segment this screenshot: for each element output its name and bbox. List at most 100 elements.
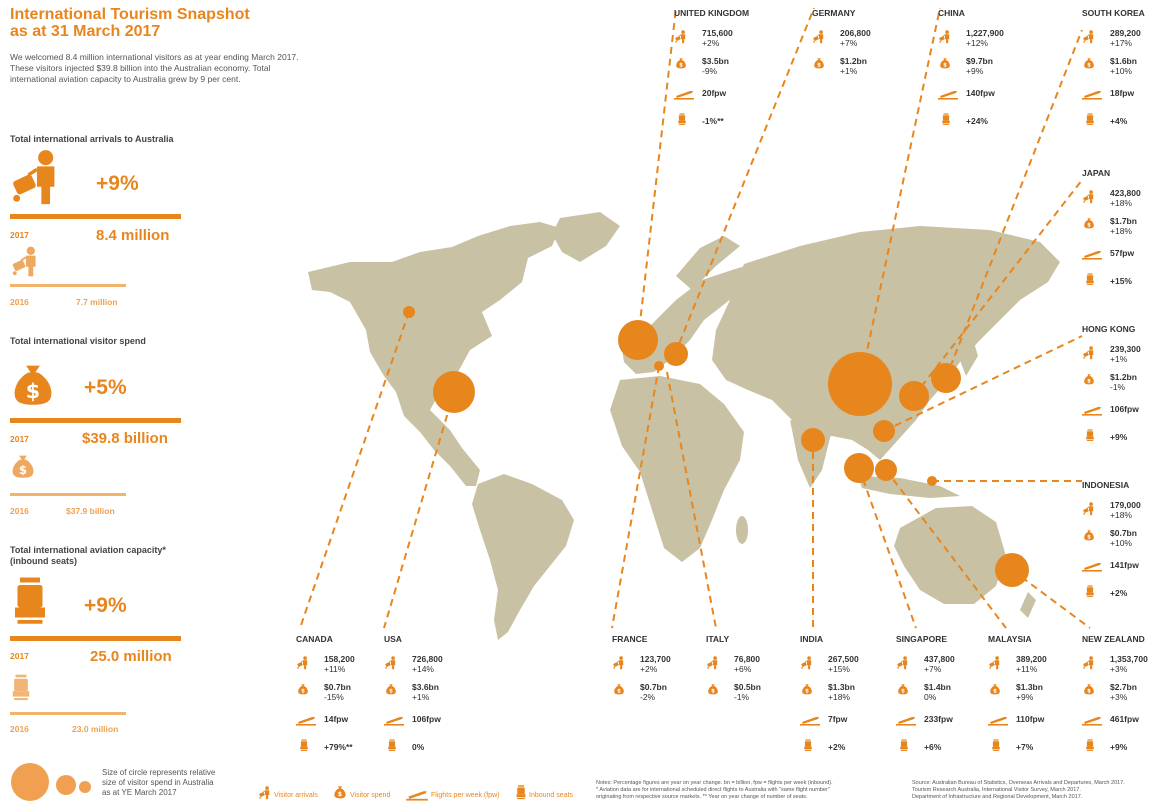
- sources: Source: Australian Bureau of Statistics,…: [912, 780, 1125, 800]
- country-name: CANADA: [296, 634, 333, 644]
- seats-icon: [1085, 428, 1095, 442]
- capacity-value-prev: 23.0 million: [72, 724, 119, 734]
- spend-stat: $0.7bn -15%: [324, 682, 351, 702]
- flights-stat: 141fpw: [1110, 560, 1139, 570]
- spend-stat: $0.5bn -1%: [734, 682, 761, 702]
- flights-icon: [1082, 560, 1102, 572]
- capacity-heading-line1: Total international aviation capacity*: [10, 545, 166, 555]
- country-panel-india: INDIA 267,500 +15% $1.3bn +18% 7fpw +2%: [800, 634, 882, 764]
- seats-icon: [1085, 584, 1095, 598]
- spend-year-prev: 2016: [10, 506, 29, 516]
- country-panel-usa: USA 726,800 +14% $3.6bn +1% 106fpw 0%: [384, 634, 466, 764]
- flights-icon: [988, 714, 1008, 726]
- spend-stat: $3.5bn -9%: [702, 56, 729, 76]
- arrivals-icon: [384, 656, 398, 670]
- spend-stat: $0.7bn +10%: [1110, 528, 1137, 548]
- arrivals-stat: 239,300 +1%: [1110, 344, 1141, 364]
- spend-icon: [297, 682, 309, 696]
- country-name: ITALY: [706, 634, 730, 644]
- arrivals-icon: [938, 30, 952, 44]
- arrivals-icon: [612, 656, 626, 670]
- spend-icon: [1083, 528, 1095, 542]
- flights-stat: 233fpw: [924, 714, 953, 724]
- arrivals-icon: [1082, 190, 1096, 204]
- flights-stat: 461fpw: [1110, 714, 1139, 724]
- country-name: JAPAN: [1082, 168, 1111, 178]
- country-panel-indonesia: INDONESIA 179,000 +18% $0.7bn +10% 141fpw +2%: [1082, 480, 1164, 610]
- country-panel-hong-kong: HONG KONG 239,300 +1% $1.2bn -1% 106fpw +9%: [1082, 324, 1164, 454]
- flights-stat: 110fpw: [1016, 714, 1045, 724]
- country-panel-new-zealand: NEW ZEALAND 1,353,700 +3% $2.7bn +3% 461fpw +9…: [1082, 634, 1164, 764]
- arrivals-stat: 206,800 +7%: [840, 28, 871, 48]
- spend-icon: [613, 682, 625, 696]
- arrivals-stat: 158,200 +11%: [324, 654, 355, 674]
- arrivals-stat: 1,353,700 +3%: [1110, 654, 1148, 674]
- country-name: GERMANY: [812, 8, 856, 18]
- country-panel-singapore: SINGAPORE 437,800 +7% $1.4bn 0% 233fpw +6%: [896, 634, 978, 764]
- spend-stat: $9.7bn +9%: [966, 56, 993, 76]
- spend-icon: [1083, 372, 1095, 386]
- capacity-bar-2017: [10, 636, 181, 641]
- notes: Notes: Percentage figures are year on ye…: [596, 780, 833, 800]
- capacity-year-now: 2017: [10, 651, 29, 661]
- china-circle: [828, 352, 892, 416]
- seats-icon: [1085, 738, 1095, 752]
- north-america-landmass: [308, 222, 560, 486]
- legend-seats: Inbound seats: [529, 792, 573, 799]
- arrivals-stat: 389,200 +11%: [1016, 654, 1047, 674]
- spend-stat: $1.2bn -1%: [1110, 372, 1137, 392]
- seats-stat: +4%: [1110, 116, 1128, 126]
- title-line1: International Tourism Snapshot: [10, 6, 250, 23]
- spend-stat: $1.7bn +18%: [1110, 216, 1137, 236]
- flights-stat: 14fpw: [324, 714, 349, 724]
- flights-icon: [1082, 714, 1102, 726]
- arrivals-icon: [1082, 656, 1096, 670]
- arrivals-heading: Total international arrivals to Australi…: [10, 134, 174, 144]
- spend-year-now: 2017: [10, 434, 29, 444]
- seats-stat: +2%: [828, 742, 846, 752]
- flights-stat: 18fpw: [1110, 88, 1135, 98]
- title-line2: as at 31 March 2017: [10, 23, 161, 40]
- scandinavia-landmass: [676, 236, 740, 290]
- arrivals-icon: [296, 656, 310, 670]
- spend-stat: $1.3bn +18%: [828, 682, 855, 702]
- arrivals-stat: 267,500 +15%: [828, 654, 859, 674]
- country-name: MALAYSIA: [988, 634, 1032, 644]
- flights-stat: 7fpw: [828, 714, 848, 724]
- arrivals-stat: 1,227,900 +12%: [966, 28, 1004, 48]
- arrivals-icon: [674, 30, 688, 44]
- seats-stat: +6%: [924, 742, 942, 752]
- indonesia-circle: [927, 476, 937, 486]
- seats-stat: +9%: [1110, 432, 1128, 442]
- country-panel-uk: UNITED KINGDOM 715,600 +2% $3.5bn -9% 20fpw -1…: [674, 8, 756, 138]
- seats-stat: -1%**: [702, 116, 724, 126]
- europe-landmass: [620, 262, 770, 374]
- flights-stat: 106fpw: [412, 714, 441, 724]
- seats-stat: 0%: [412, 742, 425, 752]
- spend-bar-2017: [10, 418, 181, 423]
- country-name: UNITED KINGDOM: [674, 8, 750, 18]
- flights-stat: 57fpw: [1110, 248, 1135, 258]
- arrivals-stat: 715,600 +2%: [702, 28, 733, 48]
- arrivals-stat: 76,800 +6%: [734, 654, 760, 674]
- new-zealand-circle: [995, 553, 1029, 587]
- capacity-heading: Total international aviation capacity* (…: [10, 545, 166, 567]
- malaysia-circle: [875, 459, 897, 481]
- country-name: USA: [384, 634, 402, 644]
- country-name: SOUTH KOREA: [1082, 8, 1145, 18]
- india-circle: [801, 428, 825, 452]
- circle-legend-text: Size of circle represents relative size …: [102, 768, 216, 797]
- spend-icon: [1083, 216, 1095, 230]
- africa-landmass: [610, 376, 744, 562]
- australia-landmass: [894, 506, 1006, 604]
- spend-icon: [675, 56, 687, 70]
- arrivals-icon: [1082, 30, 1096, 44]
- seats-icon: [899, 738, 909, 752]
- seats-icon: [677, 112, 687, 126]
- japan-landmass: [956, 336, 978, 376]
- page-title: International Tourism Snapshot as at 31 …: [10, 6, 270, 40]
- arrivals-icon: [706, 656, 720, 670]
- legend-arrivals: Visitor arrivals: [274, 792, 318, 799]
- spend-value-prev: $37.9 billion: [66, 506, 115, 516]
